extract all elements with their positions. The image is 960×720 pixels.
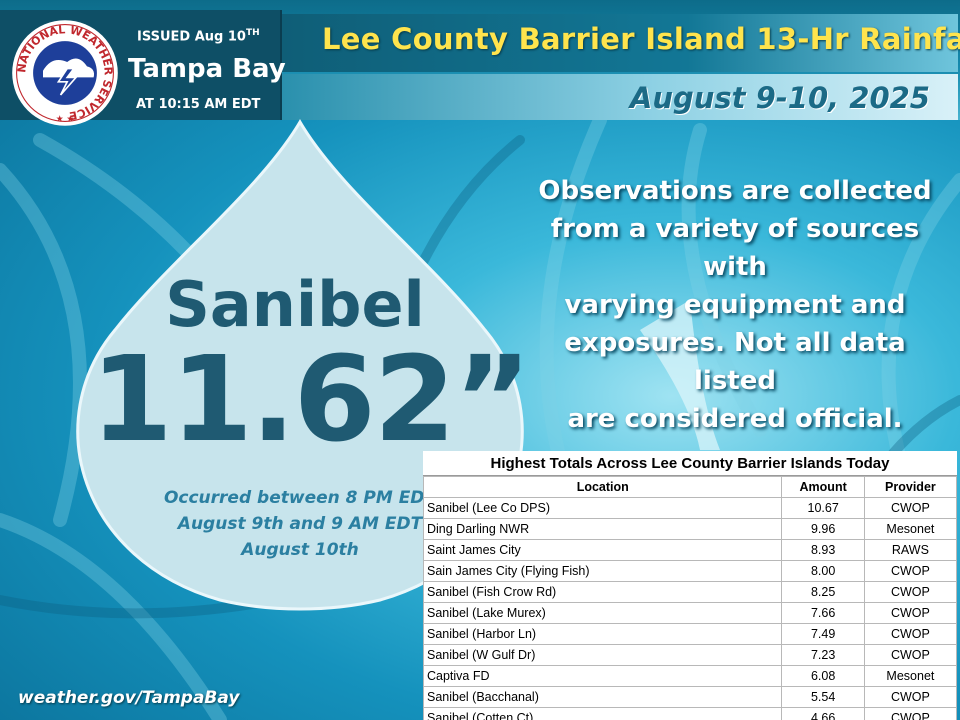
- date-bar: [282, 74, 958, 120]
- cell-location: Sanibel (Lee Co DPS): [423, 497, 783, 519]
- column-header-amount: Amount: [781, 476, 865, 498]
- rainfall-data-table: Location Amount Provider Sanibel (Lee Co…: [423, 476, 957, 720]
- title-bar: [282, 14, 958, 72]
- raindrop-shape: [76, 119, 524, 611]
- cell-location: Sanibel (Lake Murex): [423, 602, 783, 624]
- table-row: Sanibel (Lee Co DPS) 10.67 CWOP: [423, 497, 957, 519]
- cell-provider: CWOP: [863, 581, 957, 603]
- footer-url[interactable]: weather.gov/TampaBay: [18, 688, 240, 708]
- issued-time: AT 10:15 AM EDT: [136, 97, 261, 112]
- note-line: varying equipment and: [564, 290, 906, 320]
- cell-location: Captiva FD: [423, 665, 783, 687]
- cell-provider: CWOP: [863, 560, 957, 582]
- note-line: exposures. Not all data listed: [564, 328, 906, 396]
- cell-amount: 5.54: [781, 686, 865, 708]
- table-row: Sanibel (Lake Murex) 7.66 CWOP: [423, 602, 957, 624]
- table-body: Sanibel (Lee Co DPS) 10.67 CWOP Ding Darlin…: [423, 497, 957, 720]
- cell-provider: RAWS: [863, 539, 957, 561]
- event-date: August 9-10, 2025: [629, 81, 930, 115]
- cell-amount: 6.08: [781, 665, 865, 687]
- note-line: Observations are collected: [538, 176, 932, 206]
- cell-provider: Mesonet: [863, 665, 957, 687]
- cell-provider: CWOP: [863, 707, 957, 720]
- cell-location: Sanibel (Cotten Ct): [423, 707, 783, 720]
- column-header-location: Location: [423, 476, 783, 498]
- occurred-line: August 9th and 9 AM EDT: [177, 514, 423, 534]
- cell-amount: 7.66: [781, 602, 865, 624]
- note-line: from a variety of sources with: [550, 214, 920, 282]
- cell-provider: CWOP: [863, 686, 957, 708]
- cell-location: Sanibel (Bacchanal): [423, 686, 783, 708]
- page-title: Lee County Barrier Island 13-Hr Rainfall: [322, 22, 960, 56]
- office-name: Tampa Bay: [128, 54, 286, 84]
- cell-provider: CWOP: [863, 644, 957, 666]
- cell-provider: CWOP: [863, 497, 957, 519]
- table-row: Saint James City 8.93 RAWS: [423, 539, 957, 561]
- table-row: Sanibel (Harbor Ln) 7.49 CWOP: [423, 623, 957, 645]
- cell-amount: 9.96: [781, 518, 865, 540]
- cell-provider: CWOP: [863, 623, 957, 645]
- table-row: Ding Darling NWR 9.96 Mesonet: [423, 518, 957, 540]
- table-row: Sanibel (W Gulf Dr) 7.23 CWOP: [423, 644, 957, 666]
- cell-amount: 7.23: [781, 644, 865, 666]
- table-row: Sanibel (Bacchanal) 5.54 CWOP: [423, 686, 957, 708]
- cell-provider: CWOP: [863, 602, 957, 624]
- cell-amount: 4.66: [781, 707, 865, 720]
- cell-amount: 7.49: [781, 623, 865, 645]
- cell-location: Sanibel (Harbor Ln): [423, 623, 783, 645]
- cell-provider: Mesonet: [863, 518, 957, 540]
- cell-location: Sain James City (Flying Fish): [423, 560, 783, 582]
- occurred-line: August 10th: [241, 540, 359, 560]
- cell-location: Sanibel (W Gulf Dr): [423, 644, 783, 666]
- table-title: Highest Totals Across Lee County Barrier…: [423, 451, 957, 476]
- nws-logo-icon: NATIONAL WEATHER SERVICE ★ ★: [12, 20, 118, 126]
- svg-text:★ ★: ★ ★: [56, 114, 75, 124]
- cell-amount: 8.25: [781, 581, 865, 603]
- cell-location: Saint James City: [423, 539, 783, 561]
- occurred-line: Occurred between 8 PM EDT: [163, 488, 437, 508]
- table-row: Sain James City (Flying Fish) 8.00 CWOP: [423, 560, 957, 582]
- cell-amount: 8.00: [781, 560, 865, 582]
- highlight-location: Sanibel: [165, 268, 425, 341]
- issued-date: ISSUED Aug 10TH: [137, 28, 260, 45]
- rainfall-table: Highest Totals Across Lee County Barrier…: [423, 451, 957, 720]
- observations-note: Observations are collected from a variet…: [520, 172, 950, 438]
- table-row: Captiva FD 6.08 Mesonet: [423, 665, 957, 687]
- note-line: are considered official.: [567, 404, 903, 434]
- cell-amount: 8.93: [781, 539, 865, 561]
- table-row: Sanibel (Cotten Ct) 4.66 CWOP: [423, 707, 957, 720]
- cell-amount: 10.67: [781, 497, 865, 519]
- table-header-row: Location Amount Provider: [423, 476, 957, 498]
- table-row: Sanibel (Fish Crow Rd) 8.25 CWOP: [423, 581, 957, 603]
- highlight-amount: 11.62”: [90, 330, 532, 468]
- occurred-note: Occurred between 8 PM EDT August 9th and…: [110, 485, 490, 563]
- cell-location: Sanibel (Fish Crow Rd): [423, 581, 783, 603]
- column-header-provider: Provider: [863, 476, 957, 498]
- cell-location: Ding Darling NWR: [423, 518, 783, 540]
